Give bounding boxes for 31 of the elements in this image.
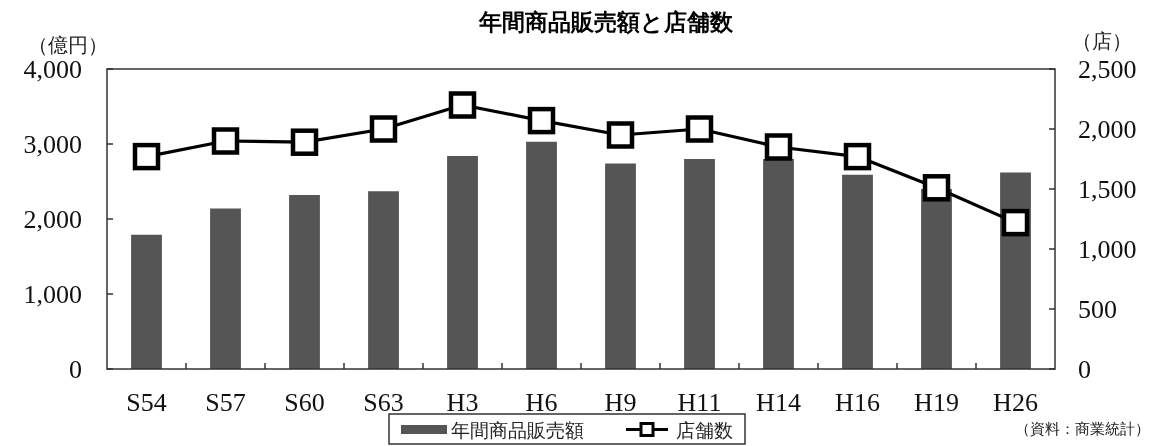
y2-tick-label: 2,000 bbox=[1078, 115, 1137, 144]
y-tick-label: 4,000 bbox=[23, 55, 82, 84]
x-tick-label: S60 bbox=[284, 388, 325, 417]
y2-tick-label: 0 bbox=[1078, 355, 1091, 384]
x-tick-label: H6 bbox=[525, 388, 558, 417]
y-axis-title: （億円） bbox=[28, 34, 108, 56]
x-tick-label: S54 bbox=[126, 388, 167, 417]
y-tick-label: 1,000 bbox=[23, 280, 82, 309]
y2-axis-title: （店） bbox=[1072, 30, 1132, 52]
title: 年間商品販売額と店舗数 bbox=[479, 9, 733, 35]
legend-label: 店舗数 bbox=[676, 420, 733, 441]
x-tick-label: S57 bbox=[205, 388, 246, 417]
y-tick-label: 3,000 bbox=[23, 130, 82, 159]
legend-item: 年間商品販売額 bbox=[401, 420, 584, 441]
x-tick-label: H11 bbox=[677, 388, 722, 417]
y2-tick-label: 1,500 bbox=[1078, 175, 1137, 204]
x-tick-label: H19 bbox=[914, 388, 959, 417]
y-tick-label: 0 bbox=[69, 355, 82, 384]
x-tick-label: H9 bbox=[604, 388, 637, 417]
y2-tick-label: 1,000 bbox=[1078, 235, 1137, 264]
x-tick-label: H3 bbox=[446, 388, 479, 417]
legend-item: 店舗数 bbox=[626, 420, 733, 441]
y2-tick-label: 500 bbox=[1078, 295, 1117, 324]
legend-label: 年間商品販売額 bbox=[451, 420, 584, 441]
annotation: （資料：商業統計） bbox=[1015, 420, 1150, 437]
x-tick-label: H14 bbox=[756, 388, 801, 417]
y-tick-label: 2,000 bbox=[23, 205, 82, 234]
x-tick-label: S63 bbox=[363, 388, 404, 417]
x-tick-label: H26 bbox=[993, 388, 1038, 417]
x-tick-label: H16 bbox=[835, 388, 880, 417]
y2-tick-label: 2,500 bbox=[1078, 55, 1137, 84]
